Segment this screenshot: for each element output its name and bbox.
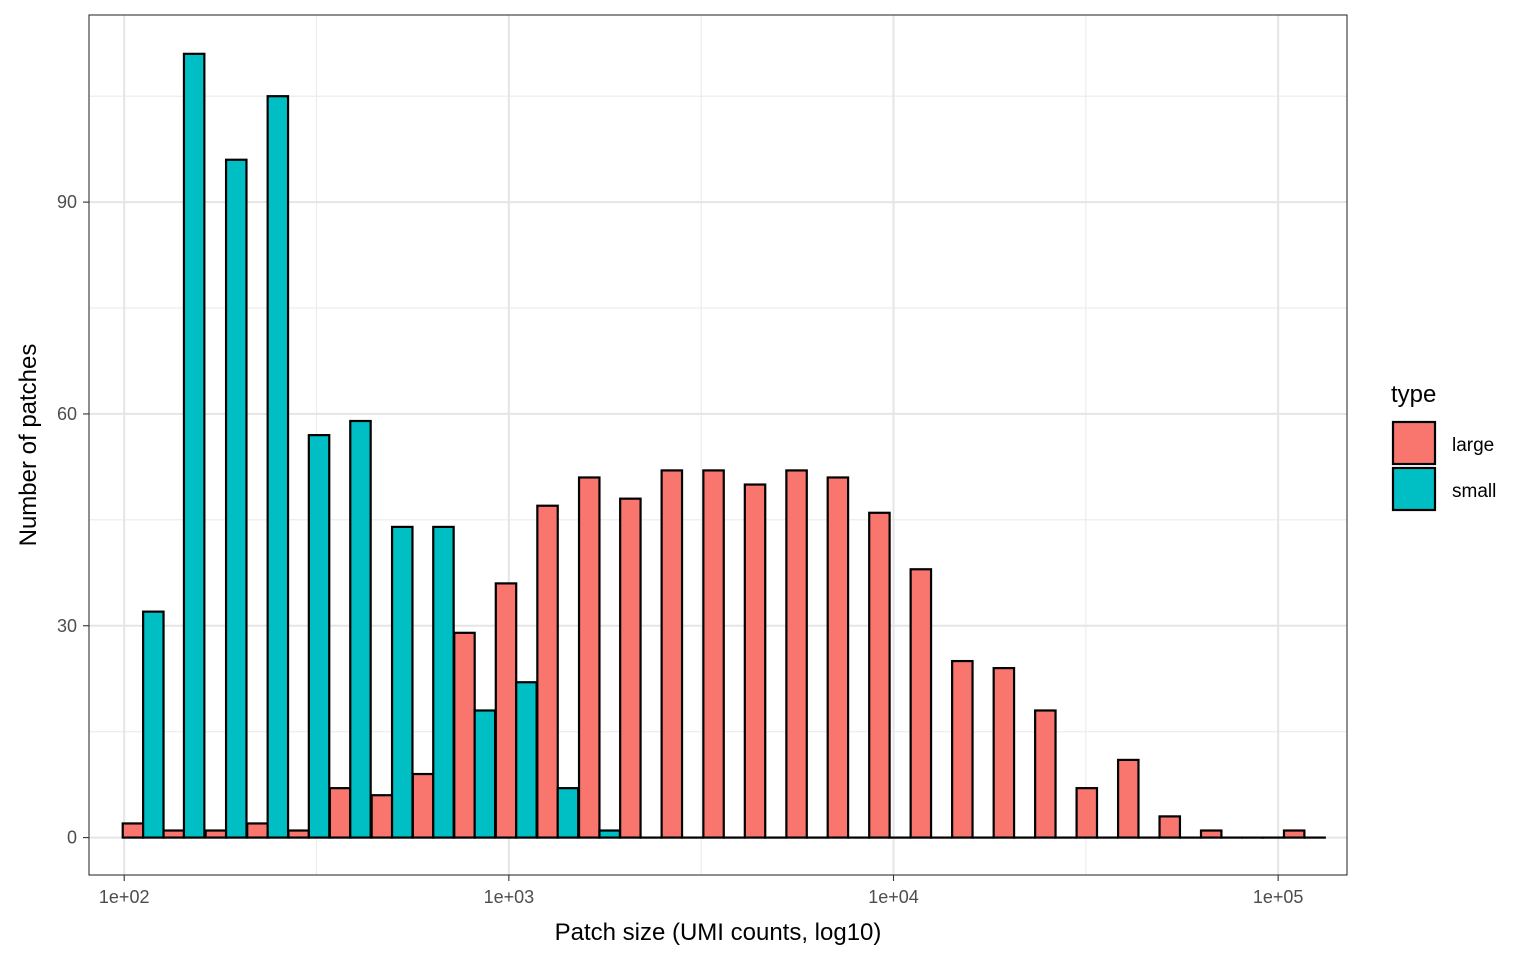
- bar-large: [743, 483, 767, 839]
- bars: [121, 52, 1326, 839]
- bar-large: [1158, 815, 1182, 839]
- bar-small: [349, 419, 372, 839]
- bar-small: [598, 829, 621, 839]
- bar-large: [453, 631, 476, 839]
- bar-large: [246, 822, 269, 839]
- panel-border: [88, 14, 1348, 876]
- bar-large: [162, 829, 186, 839]
- bar-small: [142, 610, 165, 839]
- x-tick-label: 1e+03: [484, 887, 535, 907]
- bar-large: [1034, 709, 1057, 839]
- bar-large: [577, 476, 601, 839]
- legend-label-small: small: [1452, 481, 1496, 502]
- legend-title: type: [1391, 381, 1436, 408]
- x-tick-label: 1e+05: [1253, 887, 1304, 907]
- bar-large: [619, 497, 642, 839]
- bar-large: [536, 504, 559, 839]
- bar-large: [287, 829, 310, 839]
- legend: type large small: [1391, 381, 1496, 512]
- bar-small: [515, 681, 538, 839]
- y-axis-title: Number of patches: [15, 344, 42, 547]
- bar-large: [1075, 787, 1099, 839]
- bar-large: [1199, 829, 1223, 839]
- bar-small: [473, 709, 497, 839]
- bar-large: [204, 829, 228, 839]
- bar-large: [868, 511, 891, 839]
- x-tick-label: 1e+04: [868, 887, 919, 907]
- bar-large: [660, 469, 684, 839]
- y-tick-label: 30: [57, 616, 77, 636]
- bar-small: [182, 52, 206, 839]
- bar-small: [224, 158, 248, 839]
- bar-large: [1282, 829, 1306, 839]
- bar-small: [432, 525, 455, 839]
- bar-small: [556, 787, 580, 839]
- y-tick-label: 90: [57, 192, 77, 212]
- legend-label-large: large: [1452, 435, 1494, 456]
- bar-large: [494, 582, 518, 839]
- bar-small: [390, 525, 414, 839]
- bar-large: [785, 469, 808, 839]
- bar-large: [826, 476, 850, 839]
- y-tick-label: 60: [57, 404, 77, 424]
- legend-key-large: [1391, 420, 1437, 466]
- bar-large: [411, 772, 435, 839]
- x-axis-title: Patch size (UMI counts, log10): [555, 919, 882, 946]
- bar-large: [328, 787, 352, 839]
- legend-key-small: [1391, 466, 1437, 512]
- bar-large: [370, 794, 394, 839]
- axes: 0 30 60 90 1e+02 1e+03 1e+04 1e+05: [57, 192, 1303, 907]
- bar-large: [1116, 758, 1140, 839]
- bar-small: [266, 95, 290, 839]
- bar-large: [702, 469, 725, 839]
- bar-large: [951, 659, 974, 839]
- y-tick-label: 0: [67, 828, 77, 848]
- bar-large: [121, 822, 145, 839]
- bar-small: [307, 434, 331, 839]
- bar-large: [909, 568, 933, 839]
- x-tick-label: 1e+02: [99, 887, 150, 907]
- bar-large: [992, 667, 1016, 839]
